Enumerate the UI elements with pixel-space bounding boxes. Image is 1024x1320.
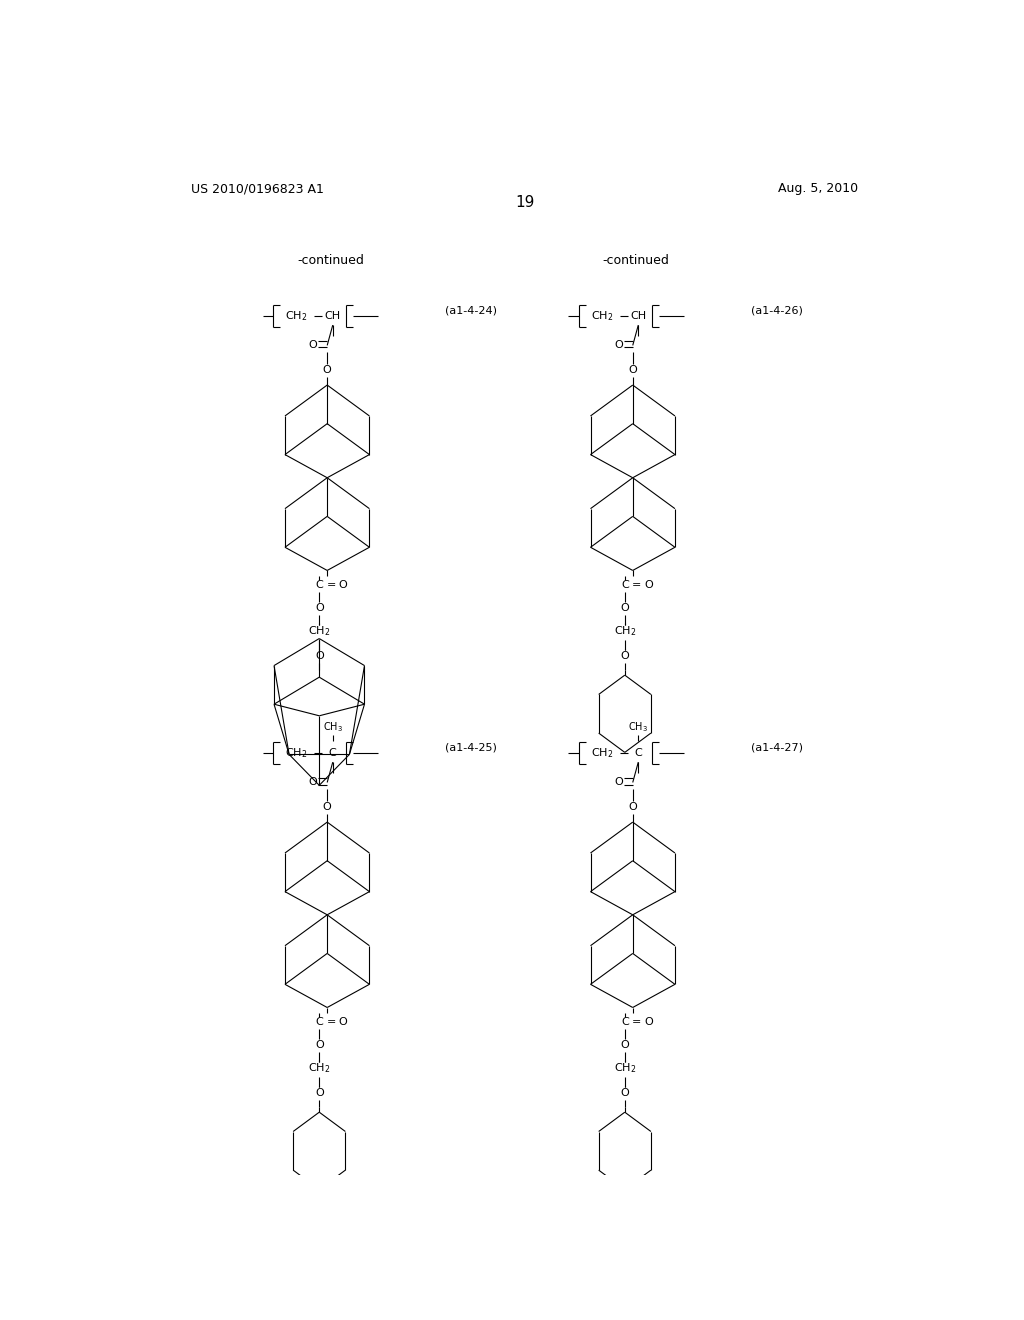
Text: C: C <box>315 1016 324 1027</box>
Text: C: C <box>621 1016 629 1027</box>
Text: O: O <box>308 777 317 788</box>
Text: O: O <box>308 341 317 350</box>
Text: -continued: -continued <box>297 253 364 267</box>
Text: O: O <box>621 1040 629 1051</box>
Text: O: O <box>339 1016 347 1027</box>
Text: CH$_2$: CH$_2$ <box>591 309 613 323</box>
Text: (a1-4-27): (a1-4-27) <box>751 743 803 752</box>
Text: O: O <box>323 801 332 812</box>
Text: O: O <box>315 1088 324 1098</box>
Text: O: O <box>315 651 324 661</box>
Text: =: = <box>327 1016 336 1027</box>
Text: O: O <box>339 579 347 590</box>
Text: C: C <box>329 748 337 758</box>
Text: =: = <box>632 1016 641 1027</box>
Text: C: C <box>315 579 324 590</box>
Text: O: O <box>621 651 629 661</box>
Text: C: C <box>635 748 642 758</box>
Text: CH$_3$: CH$_3$ <box>323 721 343 734</box>
Text: CH$_2$: CH$_2$ <box>308 624 331 639</box>
Text: (a1-4-24): (a1-4-24) <box>445 306 498 315</box>
Text: O: O <box>629 364 637 375</box>
Text: CH$_3$: CH$_3$ <box>629 721 648 734</box>
Text: CH$_2$: CH$_2$ <box>285 309 307 323</box>
Text: CH$_2$: CH$_2$ <box>285 746 307 760</box>
Text: O: O <box>621 603 629 612</box>
Text: O: O <box>621 1088 629 1098</box>
Text: CH$_2$: CH$_2$ <box>308 1061 331 1076</box>
Text: US 2010/0196823 A1: US 2010/0196823 A1 <box>191 182 325 195</box>
Text: O: O <box>629 801 637 812</box>
Text: CH$_2$: CH$_2$ <box>613 1061 636 1076</box>
Text: Aug. 5, 2010: Aug. 5, 2010 <box>778 182 858 195</box>
Text: CH$_2$: CH$_2$ <box>591 746 613 760</box>
Text: CH$_2$: CH$_2$ <box>613 624 636 639</box>
Text: -continued: -continued <box>602 253 670 267</box>
Text: (a1-4-25): (a1-4-25) <box>445 743 498 752</box>
Text: O: O <box>644 1016 653 1027</box>
Text: =: = <box>327 579 336 590</box>
Text: CH: CH <box>325 312 341 321</box>
Text: (a1-4-26): (a1-4-26) <box>751 306 803 315</box>
Text: O: O <box>315 1040 324 1051</box>
Text: 19: 19 <box>515 194 535 210</box>
Text: C: C <box>621 579 629 590</box>
Text: =: = <box>632 579 641 590</box>
Text: O: O <box>644 579 653 590</box>
Text: O: O <box>315 603 324 612</box>
Text: O: O <box>614 341 623 350</box>
Text: O: O <box>614 777 623 788</box>
Text: CH: CH <box>630 312 646 321</box>
Text: O: O <box>323 364 332 375</box>
